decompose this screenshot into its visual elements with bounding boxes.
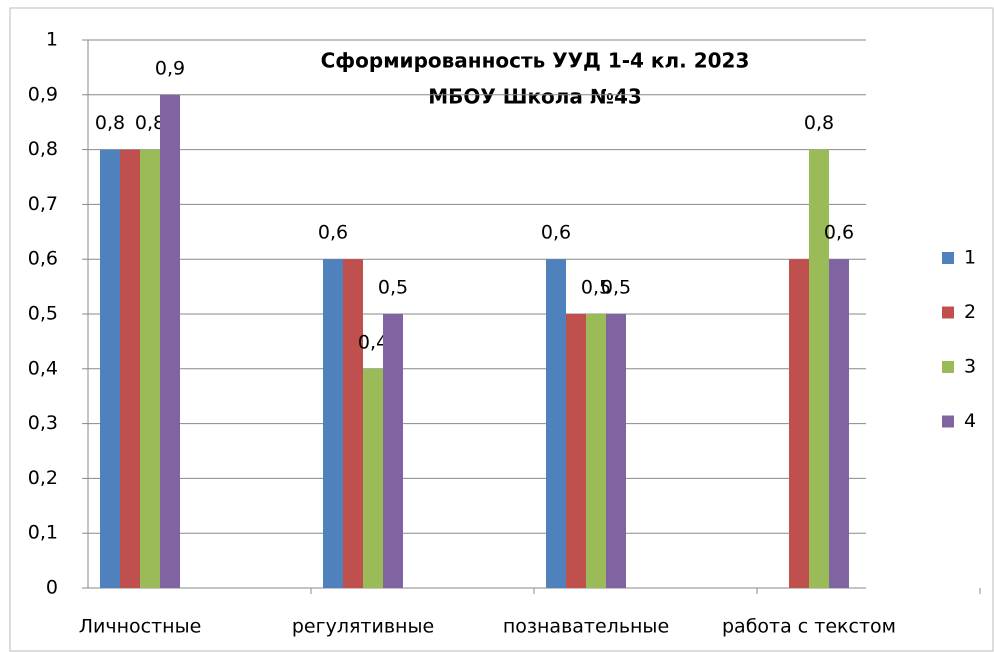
y-tick-label: 1 (46, 29, 58, 51)
bar (160, 94, 180, 589)
x-tick-label: регулятивные (292, 616, 434, 638)
y-tick-label: 0,2 (28, 467, 58, 489)
legend-swatch (942, 306, 954, 319)
bar (100, 149, 120, 588)
x-tick-label: работа с текстом (722, 616, 896, 638)
y-tick-label: 0,7 (28, 193, 58, 215)
data-label: 0,5 (581, 277, 611, 299)
chart-subtitle: МБОУ Школа №43 (428, 85, 642, 109)
legend-label: 1 (964, 247, 976, 269)
bar (140, 149, 160, 588)
data-label: 0,8 (95, 112, 125, 134)
data-label: 0,4 (358, 331, 388, 353)
data-label: 0,5 (378, 277, 408, 299)
data-label: 0,8 (135, 112, 165, 134)
bar (809, 149, 829, 588)
bar (546, 259, 566, 588)
y-tick-label: 0,3 (28, 412, 58, 434)
legend-swatch (942, 252, 954, 264)
bar (566, 314, 586, 588)
y-tick-label: 0,1 (28, 522, 58, 544)
bar (586, 314, 606, 588)
data-label: 0,5 (601, 277, 631, 299)
data-label: 0,6 (824, 222, 854, 244)
legend-label: 2 (964, 301, 976, 323)
bar (323, 259, 343, 588)
bar (789, 259, 809, 588)
y-tick-label: 0,9 (28, 83, 58, 105)
legend-label: 3 (964, 356, 976, 378)
data-label: 0,9 (155, 57, 185, 79)
y-tick-label: 0,4 (28, 357, 58, 379)
bar (343, 259, 363, 588)
data-label: 0,6 (318, 222, 348, 244)
legend-swatch (942, 361, 954, 373)
y-tick-label: 0,5 (28, 303, 58, 325)
legend-label: 4 (964, 410, 976, 432)
legend-swatch (942, 415, 954, 428)
y-tick-label: 0 (46, 577, 58, 599)
y-tick-label: 0,6 (28, 248, 58, 270)
bar (363, 368, 383, 588)
bar (829, 259, 849, 588)
data-label: 0,6 (541, 222, 571, 244)
x-tick-label: познавательные (503, 616, 669, 638)
x-tick-label: Личностные (79, 616, 202, 638)
bar (606, 314, 626, 588)
data-label: 0,8 (804, 112, 834, 134)
chart-title: Сформированность УУД 1-4 кл. 2023 (321, 49, 750, 73)
y-tick-label: 0,8 (28, 138, 58, 160)
bar (120, 149, 140, 588)
bar (383, 314, 403, 588)
